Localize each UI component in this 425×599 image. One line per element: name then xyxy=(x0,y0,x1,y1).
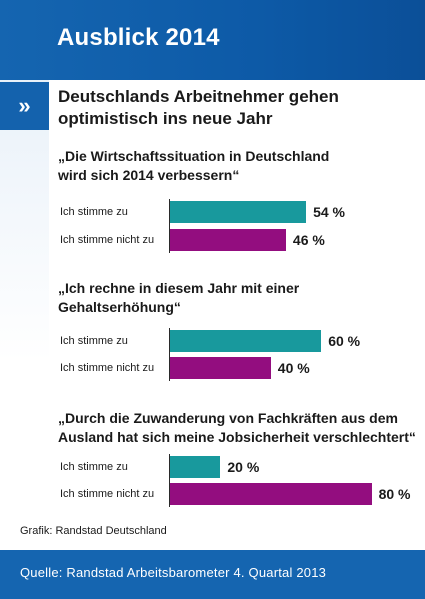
category-label: Ich stimme zu xyxy=(60,335,128,347)
value-label: 80 % xyxy=(378,486,411,502)
value-label: 20 % xyxy=(227,459,260,475)
header-banner: Ausblick 2014 xyxy=(0,0,425,80)
question-text: „Durch die Zuwanderung von Fachkräften a… xyxy=(58,410,416,445)
graphic-credit: Grafik: Randstad Deutschland xyxy=(20,525,167,537)
category-label: Ich stimme nicht zu xyxy=(60,362,155,374)
category-label: Ich stimme nicht zu xyxy=(60,234,155,246)
category-label: Ich stimme zu xyxy=(60,461,128,473)
left-accent-panel xyxy=(0,80,49,550)
category-label: Ich stimme zu xyxy=(60,206,128,218)
category-label: Ich stimme nicht zu xyxy=(60,488,155,500)
question-text: „Ich rechne in diesem Jahr mit einer Geh… xyxy=(58,280,300,315)
disagree-bar xyxy=(170,229,286,251)
value-label: 46 % xyxy=(292,232,325,248)
disagree-bar xyxy=(170,483,372,505)
value-label: 60 % xyxy=(328,333,361,349)
agree-bar xyxy=(170,456,221,478)
value-label: 54 % xyxy=(313,204,345,220)
chevron-icon: » xyxy=(0,82,49,130)
value-label: 40 % xyxy=(277,360,310,376)
agree-bar xyxy=(170,330,322,352)
agree-bar xyxy=(170,201,307,223)
disagree-bar xyxy=(170,357,271,379)
chart-subtitle: Deutschlands Arbeitnehmer gehen optimist… xyxy=(58,87,339,128)
bar-axis-line xyxy=(169,454,170,507)
page-title: Ausblick 2014 xyxy=(57,24,220,51)
source-text: Quelle: Randstad Arbeitsbarometer 4. Qua… xyxy=(20,565,327,580)
bar-axis-line xyxy=(169,328,170,381)
question-text: „Die Wirtschaftssituation in Deutschland… xyxy=(58,148,330,183)
content-card xyxy=(49,80,425,550)
bar-axis-line xyxy=(169,199,170,253)
footer-banner: Quelle: Randstad Arbeitsbarometer 4. Qua… xyxy=(0,550,425,599)
